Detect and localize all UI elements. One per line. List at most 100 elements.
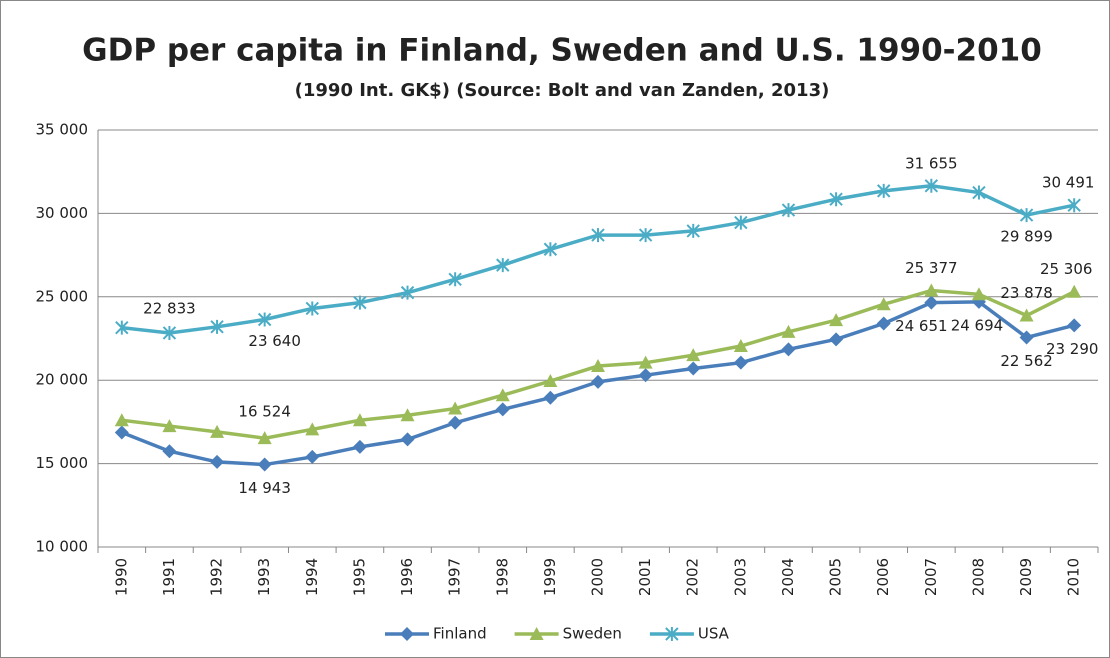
marker xyxy=(115,320,129,335)
marker xyxy=(1019,208,1034,223)
x-tick-label: 2003 xyxy=(731,558,749,596)
marker xyxy=(972,185,986,200)
x-tick-label: 2010 xyxy=(1065,558,1083,596)
data-label: 22 562 xyxy=(1000,352,1053,370)
marker xyxy=(591,359,605,373)
data-label: 29 899 xyxy=(1000,228,1053,246)
data-label: 24 694 xyxy=(951,316,1004,334)
legend-marker xyxy=(400,627,414,641)
marker xyxy=(829,192,843,207)
marker xyxy=(400,408,415,422)
marker xyxy=(114,413,129,427)
y-tick-label: 35 000 xyxy=(36,121,89,139)
x-tick-label: 2000 xyxy=(589,558,607,596)
y-tick-label: 15 000 xyxy=(36,454,89,472)
marker xyxy=(257,457,272,472)
legend-label: Sweden xyxy=(563,625,622,643)
x-tick-label: 1996 xyxy=(398,558,416,596)
marker xyxy=(257,431,272,445)
marker xyxy=(543,242,558,257)
x-tick-label: 2008 xyxy=(969,558,987,596)
marker xyxy=(114,425,129,440)
marker xyxy=(400,285,415,300)
y-tick-label: 10 000 xyxy=(36,538,89,556)
legend-label: Finland xyxy=(433,625,487,643)
x-tick-label: 2002 xyxy=(684,558,702,596)
marker xyxy=(495,388,510,402)
chart-subtitle: (1990 Int. GK$) (Source: Bolt and van Za… xyxy=(295,80,830,101)
marker xyxy=(1019,330,1034,345)
marker xyxy=(162,325,177,340)
marker xyxy=(1067,318,1082,333)
data-label: 24 651 xyxy=(895,317,948,335)
data-label: 22 833 xyxy=(143,299,196,317)
data-label: 23 290 xyxy=(1046,340,1099,358)
marker xyxy=(638,228,653,243)
marker xyxy=(352,439,367,454)
marker xyxy=(496,258,510,273)
x-tick-label: 1995 xyxy=(350,558,368,596)
data-label: 30 491 xyxy=(1042,174,1095,192)
x-tick-label: 2006 xyxy=(874,558,892,596)
marker xyxy=(448,272,462,287)
x-tick-label: 2007 xyxy=(922,558,940,596)
marker xyxy=(162,419,177,433)
marker xyxy=(876,316,891,331)
marker xyxy=(733,339,748,353)
y-tick-label: 25 000 xyxy=(36,287,89,305)
marker xyxy=(448,415,463,430)
marker xyxy=(734,215,748,230)
marker xyxy=(495,402,510,417)
data-label: 25 377 xyxy=(905,259,958,277)
x-tick-label: 2004 xyxy=(779,558,797,596)
marker xyxy=(686,361,701,376)
marker xyxy=(686,223,700,238)
marker xyxy=(543,390,558,405)
marker xyxy=(591,228,605,243)
data-label: 23 640 xyxy=(248,332,301,350)
marker xyxy=(591,374,605,389)
marker xyxy=(448,401,463,415)
x-tick-label: 2009 xyxy=(1017,558,1035,596)
marker xyxy=(781,203,796,218)
marker xyxy=(400,432,415,447)
x-tick-label: 1997 xyxy=(446,558,464,596)
marker xyxy=(162,444,177,459)
x-tick-label: 1990 xyxy=(112,558,130,596)
x-tick-label: 1994 xyxy=(303,558,321,596)
legend-label: USA xyxy=(698,625,730,643)
data-label: 25 306 xyxy=(1040,260,1093,278)
x-tick-label: 2001 xyxy=(636,558,654,596)
marker xyxy=(638,355,653,369)
marker xyxy=(1067,284,1082,298)
data-label: 16 524 xyxy=(238,403,291,421)
marker xyxy=(638,368,653,383)
x-tick-label: 1999 xyxy=(541,558,559,596)
marker xyxy=(924,295,939,310)
marker xyxy=(829,332,844,347)
y-tick-label: 30 000 xyxy=(36,204,89,222)
marker xyxy=(924,283,939,297)
data-label: 31 655 xyxy=(905,154,958,172)
legend-item: USA xyxy=(649,625,730,643)
marker xyxy=(305,422,320,436)
marker xyxy=(733,355,748,370)
legend-marker xyxy=(529,627,544,640)
legend-marker xyxy=(665,627,679,641)
marker xyxy=(829,313,844,327)
marker xyxy=(305,449,320,464)
x-tick-label: 1998 xyxy=(493,558,511,596)
marker xyxy=(305,301,319,316)
marker xyxy=(1067,198,1081,213)
marker xyxy=(352,413,367,427)
marker xyxy=(1019,308,1034,322)
marker xyxy=(971,287,986,301)
x-tick-label: 1992 xyxy=(208,558,226,596)
data-label: 23 878 xyxy=(1000,284,1053,302)
marker xyxy=(210,424,225,438)
marker xyxy=(543,374,558,388)
marker xyxy=(876,297,891,311)
marker xyxy=(924,178,939,193)
